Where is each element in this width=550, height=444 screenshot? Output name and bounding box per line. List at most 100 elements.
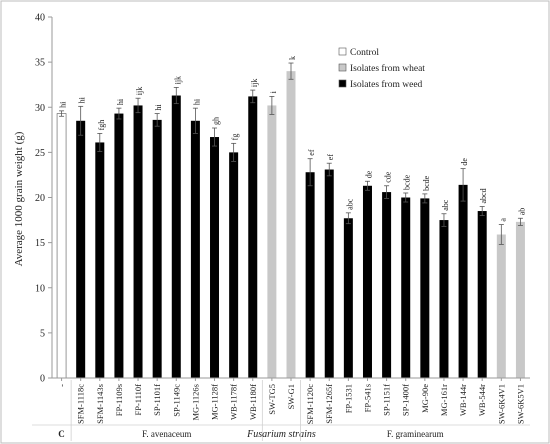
x-tick-label: WB-1180f [248, 384, 258, 420]
legend-swatch [338, 47, 347, 56]
bar [515, 221, 525, 378]
y-tick-label: 40 [35, 13, 45, 24]
legend-swatch [338, 63, 347, 72]
bar [190, 120, 200, 378]
y-tick-label: 25 [35, 148, 45, 159]
significance-label: abc [345, 198, 354, 210]
significance-label: i [269, 90, 278, 93]
bar [439, 220, 449, 378]
significance-label: ab [517, 208, 526, 216]
x-tick-label: WB-544r [477, 384, 487, 416]
x-tick-label: SP-1101f [152, 384, 162, 416]
bar [76, 120, 86, 378]
bar [114, 113, 124, 378]
significance-label: k [288, 56, 297, 60]
x-tick-label: SW-6K5V1 [515, 384, 525, 424]
significance-label: de [364, 170, 373, 178]
bar [152, 119, 162, 378]
x-tick-label: FP-1531 [343, 384, 353, 413]
significance-label: hi [154, 104, 163, 111]
x-tick-label: - [57, 384, 67, 387]
y-tick-label: 0 [40, 374, 45, 385]
significance-label: hi [192, 98, 201, 105]
bar [382, 192, 392, 378]
x-tick-label: FP-1110f [133, 384, 143, 416]
significance-label: ef [307, 149, 316, 156]
bar [229, 152, 239, 378]
y-tick-label: 20 [35, 193, 45, 204]
bar [248, 96, 258, 379]
bar [171, 95, 181, 378]
significance-label: abc [441, 199, 450, 211]
bar [420, 198, 430, 378]
x-tick-label: SW-G1 [286, 384, 296, 410]
legend-label: Control [350, 48, 379, 58]
significance-label: hi [59, 101, 68, 108]
x-tick-label: SFM-1118c [76, 384, 86, 424]
bar [362, 185, 372, 378]
y-tick-label: 35 [35, 58, 45, 69]
x-tick-label: MG-161r [439, 384, 449, 416]
x-tick-label: MG-90e [420, 384, 430, 413]
significance-label: bcde [403, 174, 412, 190]
significance-label: hi [116, 98, 125, 105]
x-tick-label: SP-1400f [401, 384, 411, 416]
bar [267, 105, 277, 378]
significance-label: fgh [97, 120, 106, 131]
bar [286, 71, 296, 379]
bar [324, 169, 334, 378]
bar [95, 142, 105, 378]
x-tick-label: SFM-1120c [305, 384, 315, 425]
x-tick-label: SW-6K4V1 [496, 384, 506, 424]
bar [305, 172, 315, 378]
bar [133, 105, 143, 378]
bar [401, 197, 411, 378]
x-tick-label: SW-TG5 [267, 384, 277, 415]
x-tick-label: SFM-1143s [95, 384, 105, 424]
significance-label: ijk [250, 79, 259, 87]
y-axis-title: Average 1000 grain weight (g) [13, 131, 25, 266]
significance-label: ef [326, 154, 335, 161]
x-tick-label: FP-1109s [114, 384, 124, 416]
significance-label: gh [212, 117, 221, 125]
significance-label: hi [78, 96, 87, 103]
bar [496, 234, 506, 378]
legend-label: Isolates from wheat [350, 63, 425, 74]
significance-label: abcd [479, 188, 488, 203]
x-tick-label: SP-1149c [171, 384, 181, 417]
bar [458, 184, 468, 378]
legend: Control Isolates from wheat Isolates from … [338, 47, 425, 90]
x-tick-label: WB-144r [458, 384, 468, 416]
x-tick-label: FP-541s [362, 384, 372, 412]
group-label: F. graminearum [387, 429, 444, 439]
bar [56, 113, 67, 379]
significance-label: a [498, 218, 507, 222]
x-tick-label: SFM-1265f [324, 384, 334, 424]
x-axis: - SFM-1118c SFM-1143s FP-1109s FP-1110f SP-11… [32, 377, 530, 441]
significance-label: ijk [173, 76, 182, 84]
legend-label: Isolates from weed [350, 79, 423, 90]
y-tick-label: 5 [40, 328, 45, 339]
significance-label: cde [384, 171, 393, 183]
significance-label: ijk [135, 87, 144, 95]
legend-swatch [338, 79, 347, 88]
bar [477, 211, 487, 378]
x-tick-label: WB-1178f [229, 384, 239, 420]
group-label: Fusarium strains [246, 429, 316, 440]
x-tick-label: MG-1128f [210, 384, 220, 420]
x-tick-label: SP-1151f [382, 384, 392, 416]
y-tick-label: 10 [35, 283, 45, 294]
significance-label: bcde [422, 175, 431, 191]
bar [210, 137, 220, 378]
y-tick-label: 15 [35, 238, 45, 249]
y-tick-label: 30 [35, 103, 45, 114]
group-label: C [58, 429, 65, 439]
y-axis: 0 5 10 15 20 25 30 35 40 [35, 13, 53, 385]
significance-label: fg [231, 134, 240, 141]
x-tick-label: MG-1126s [190, 384, 200, 421]
group-label: F. avenaceum [142, 429, 191, 439]
significance-label: de [460, 158, 469, 166]
bar [343, 218, 353, 378]
